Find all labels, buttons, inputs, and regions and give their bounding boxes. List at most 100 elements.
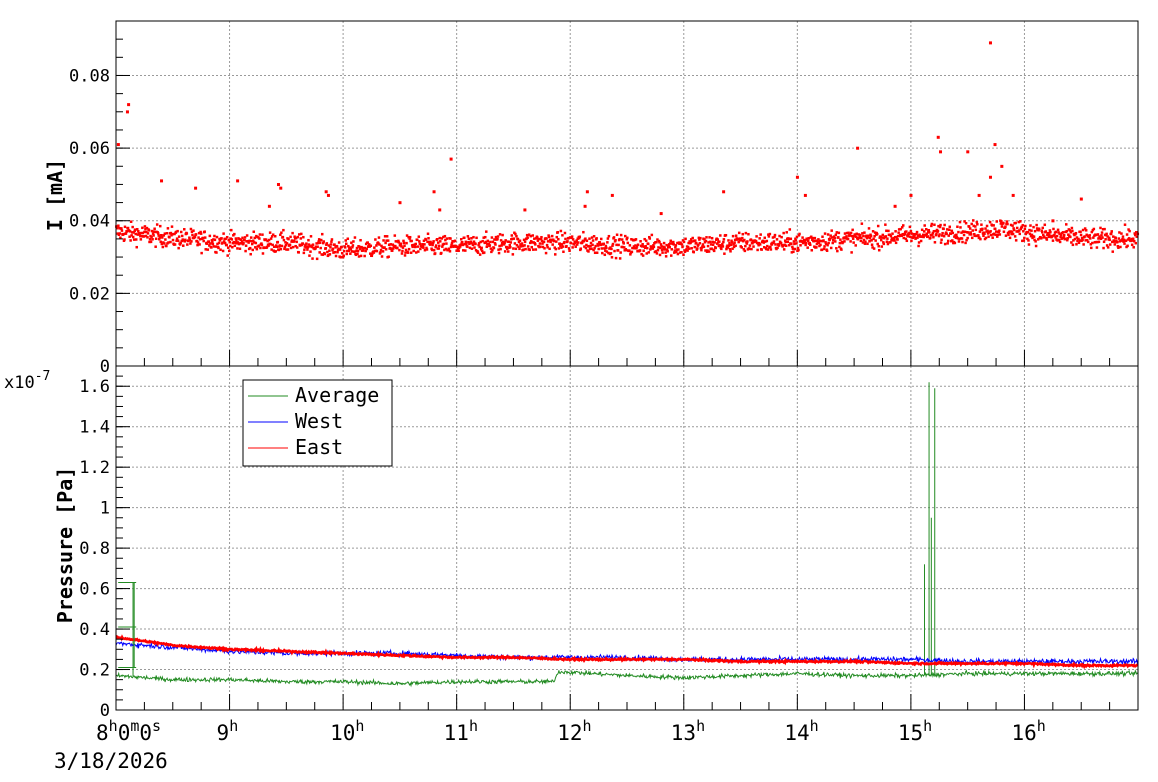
current-point — [307, 243, 311, 246]
current-point — [197, 236, 200, 239]
current-point — [754, 240, 758, 243]
current-point — [490, 250, 493, 254]
current-point — [351, 245, 354, 249]
current-point — [364, 249, 367, 253]
current-point — [292, 239, 296, 243]
current-point — [418, 242, 422, 246]
current-point — [932, 229, 936, 233]
current-point — [548, 247, 551, 251]
current-point — [553, 246, 556, 249]
current-point — [1100, 234, 1103, 237]
current-point — [439, 240, 442, 243]
current-point — [1126, 244, 1129, 248]
current-point — [210, 246, 213, 249]
current-point — [732, 245, 736, 249]
current-point — [869, 233, 872, 237]
current-y-axis-title: I [mA] — [43, 159, 67, 231]
current-point — [593, 251, 597, 255]
current-point — [1113, 240, 1116, 243]
current-point — [441, 245, 444, 248]
current-point — [341, 255, 345, 259]
current-point — [386, 239, 390, 242]
current-point — [712, 249, 716, 253]
current-point — [229, 244, 232, 248]
current-point — [974, 225, 977, 228]
current-point — [210, 239, 214, 242]
current-point — [1074, 231, 1078, 235]
current-point — [236, 247, 239, 250]
current-point — [962, 230, 965, 234]
current-point — [785, 231, 788, 234]
current-point — [757, 243, 760, 247]
current-point — [198, 243, 201, 246]
current-point — [518, 247, 521, 251]
current-point — [782, 248, 786, 251]
current-point — [1017, 229, 1021, 232]
current-point — [543, 247, 546, 250]
current-point — [605, 246, 608, 250]
current-point — [238, 237, 241, 241]
current-point — [673, 249, 677, 252]
current-outlier-point — [939, 150, 943, 154]
current-point — [848, 234, 852, 237]
current-point — [304, 243, 307, 247]
current-point — [418, 240, 421, 243]
current-point — [150, 235, 153, 239]
current-point — [1033, 229, 1037, 233]
current-point — [811, 236, 815, 240]
current-point — [940, 234, 944, 237]
current-point — [995, 220, 999, 223]
current-point — [565, 244, 568, 248]
current-point — [168, 236, 171, 239]
current-point — [332, 251, 335, 254]
current-point — [1018, 232, 1022, 236]
current-point — [1014, 221, 1017, 225]
current-point — [578, 235, 582, 238]
current-point — [215, 235, 219, 239]
current-outlier-point — [236, 179, 240, 183]
current-point — [1002, 230, 1006, 233]
current-point — [891, 239, 895, 242]
current-y-tick-label: 0 — [100, 357, 110, 377]
current-point — [539, 245, 542, 248]
current-point — [659, 246, 662, 250]
current-point — [1058, 240, 1062, 244]
current-point — [670, 254, 673, 257]
current-point — [1096, 233, 1100, 236]
current-point — [266, 239, 269, 243]
current-point — [854, 244, 857, 247]
current-point — [871, 230, 875, 233]
current-point — [117, 233, 121, 237]
current-point — [651, 245, 654, 249]
current-point — [750, 247, 753, 251]
current-point — [233, 232, 236, 236]
current-point — [1065, 229, 1069, 233]
current-point — [1072, 239, 1075, 242]
current-point — [894, 241, 898, 245]
hour-label-13: 13h — [671, 717, 705, 745]
hour-label-11: 11h — [444, 717, 478, 745]
current-point — [901, 224, 905, 227]
current-point — [972, 224, 976, 228]
current-point — [211, 241, 214, 244]
current-point — [175, 237, 179, 240]
current-point — [685, 248, 688, 251]
current-point — [939, 223, 942, 227]
current-point — [413, 245, 417, 249]
current-point — [404, 248, 408, 252]
current-point — [788, 243, 791, 247]
current-point — [254, 241, 258, 245]
current-point — [876, 224, 880, 228]
current-point — [440, 237, 444, 240]
current-point — [242, 241, 245, 245]
current-point — [732, 243, 735, 246]
current-point — [1080, 236, 1084, 240]
current-point — [621, 245, 624, 249]
current-point — [117, 224, 120, 227]
current-point — [858, 235, 862, 239]
current-point — [308, 245, 312, 248]
pressure-exponent-label: x10-7 — [4, 369, 50, 393]
current-point — [636, 243, 640, 246]
current-point — [560, 246, 563, 249]
